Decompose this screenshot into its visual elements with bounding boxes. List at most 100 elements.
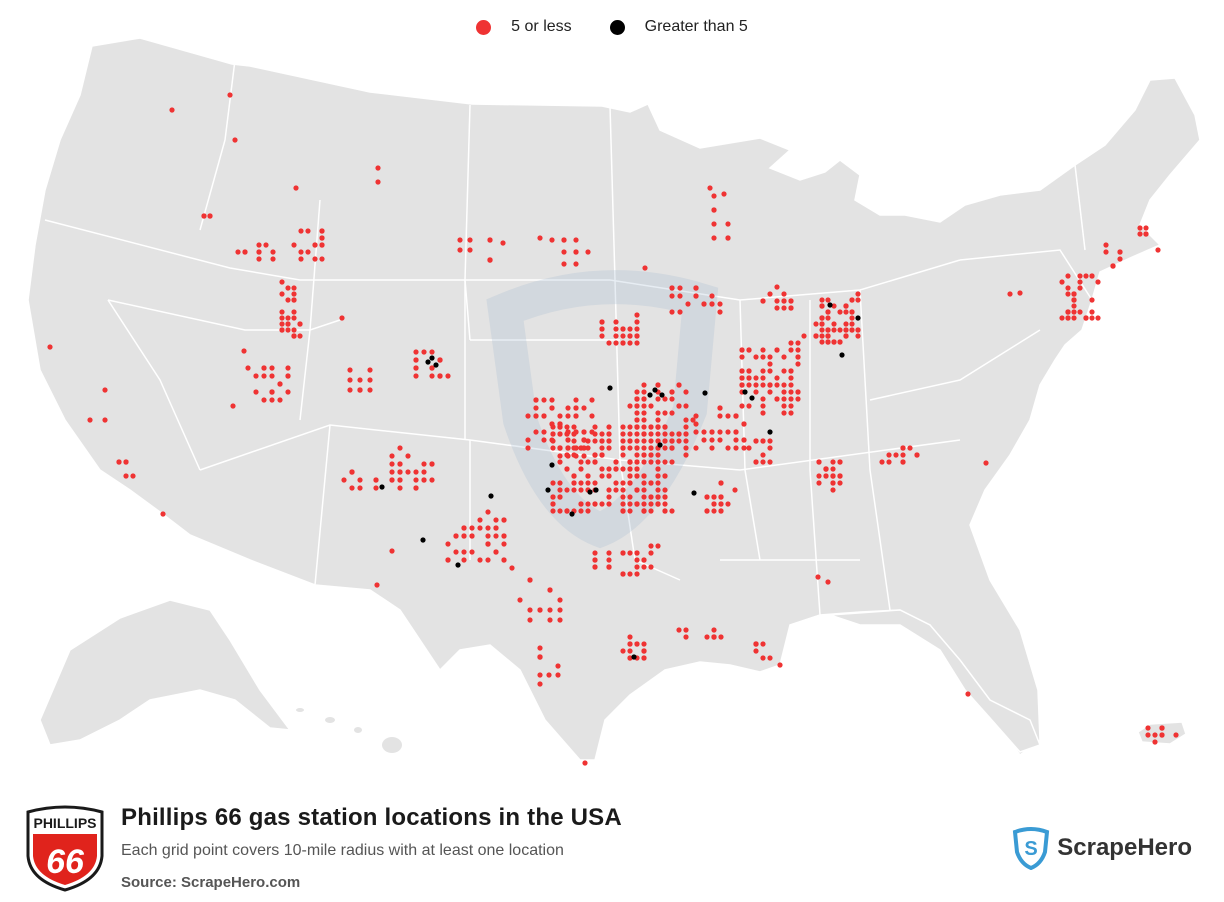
location-dot xyxy=(285,297,291,303)
location-dot xyxy=(261,373,267,379)
logo-text-phillips: PHILLIPS xyxy=(33,815,96,831)
location-dot-dense xyxy=(827,302,833,308)
location-dot xyxy=(701,429,707,435)
location-dot xyxy=(291,297,297,303)
location-dot xyxy=(683,389,689,395)
location-dot xyxy=(641,445,647,451)
location-dot xyxy=(781,410,787,416)
location-dot xyxy=(606,466,612,472)
location-dot xyxy=(741,445,747,451)
location-dot xyxy=(781,396,787,402)
location-dot xyxy=(537,235,543,241)
location-dot xyxy=(760,396,766,402)
location-dot xyxy=(571,487,577,493)
location-dot xyxy=(573,453,579,459)
location-dot xyxy=(493,525,499,531)
location-dot xyxy=(718,634,724,640)
location-dot xyxy=(685,301,691,307)
location-dot xyxy=(704,508,710,514)
location-dot xyxy=(662,396,668,402)
location-dot xyxy=(501,541,507,547)
location-dot xyxy=(1110,263,1116,269)
location-dot xyxy=(662,508,668,514)
location-dot xyxy=(606,550,612,556)
location-dot xyxy=(788,298,794,304)
location-dot xyxy=(549,421,555,427)
location-dot xyxy=(102,387,108,393)
location-dot xyxy=(662,501,668,507)
location-dot xyxy=(347,387,353,393)
location-dot xyxy=(767,361,773,367)
location-dot xyxy=(592,424,598,430)
location-dot xyxy=(585,473,591,479)
location-dot-dense xyxy=(425,359,431,365)
location-dot xyxy=(557,617,563,623)
location-dot xyxy=(592,564,598,570)
location-dot xyxy=(788,410,794,416)
location-dot xyxy=(830,459,836,465)
location-dot xyxy=(357,477,363,483)
location-dot xyxy=(816,473,822,479)
location-dot xyxy=(291,285,297,291)
location-dot xyxy=(662,438,668,444)
location-dot xyxy=(760,382,766,388)
location-dot xyxy=(585,445,591,451)
location-dot xyxy=(485,533,491,539)
location-dot xyxy=(606,424,612,430)
location-dot xyxy=(1071,303,1077,309)
location-dot xyxy=(606,340,612,346)
location-dot xyxy=(547,607,553,613)
location-dot xyxy=(718,480,724,486)
location-dot xyxy=(746,347,752,353)
location-dot xyxy=(825,333,831,339)
location-dot xyxy=(429,461,435,467)
location-dot xyxy=(732,487,738,493)
location-dot xyxy=(819,315,825,321)
location-dot xyxy=(291,315,297,321)
location-dot xyxy=(683,445,689,451)
location-dot xyxy=(837,459,843,465)
location-dot xyxy=(648,494,654,500)
location-dot xyxy=(549,237,555,243)
location-dot xyxy=(546,672,552,678)
location-dot xyxy=(461,525,467,531)
scrapehero-shield-icon: S xyxy=(1013,827,1050,870)
location-dot xyxy=(389,477,395,483)
location-dot xyxy=(285,327,291,333)
location-dot xyxy=(367,377,373,383)
location-dot xyxy=(767,291,773,297)
location-dot xyxy=(634,550,640,556)
location-dot xyxy=(725,221,731,227)
location-dot xyxy=(819,327,825,333)
location-dot xyxy=(788,347,794,353)
location-dot xyxy=(1077,273,1083,279)
location-dot-dense xyxy=(659,392,665,398)
location-dot xyxy=(421,477,427,483)
location-dot xyxy=(339,315,345,321)
location-dot xyxy=(733,445,739,451)
location-dot xyxy=(760,459,766,465)
location-dot xyxy=(541,429,547,435)
location-dot xyxy=(795,340,801,346)
location-dot xyxy=(801,333,807,339)
location-dot xyxy=(627,333,633,339)
location-dot xyxy=(721,191,727,197)
location-dot xyxy=(641,480,647,486)
location-dot xyxy=(907,445,913,451)
location-dot xyxy=(537,672,543,678)
location-dot xyxy=(592,459,598,465)
location-dot xyxy=(285,373,291,379)
location-dot xyxy=(837,480,843,486)
location-dot xyxy=(620,494,626,500)
location-dot xyxy=(634,564,640,570)
location-dot xyxy=(235,249,241,255)
location-dot xyxy=(549,397,555,403)
location-dot xyxy=(843,333,849,339)
location-dot xyxy=(405,453,411,459)
location-dot xyxy=(627,634,633,640)
location-dot xyxy=(641,424,647,430)
location-dot xyxy=(627,459,633,465)
location-dot xyxy=(312,242,318,248)
location-dot xyxy=(461,557,467,563)
location-dot xyxy=(493,517,499,523)
